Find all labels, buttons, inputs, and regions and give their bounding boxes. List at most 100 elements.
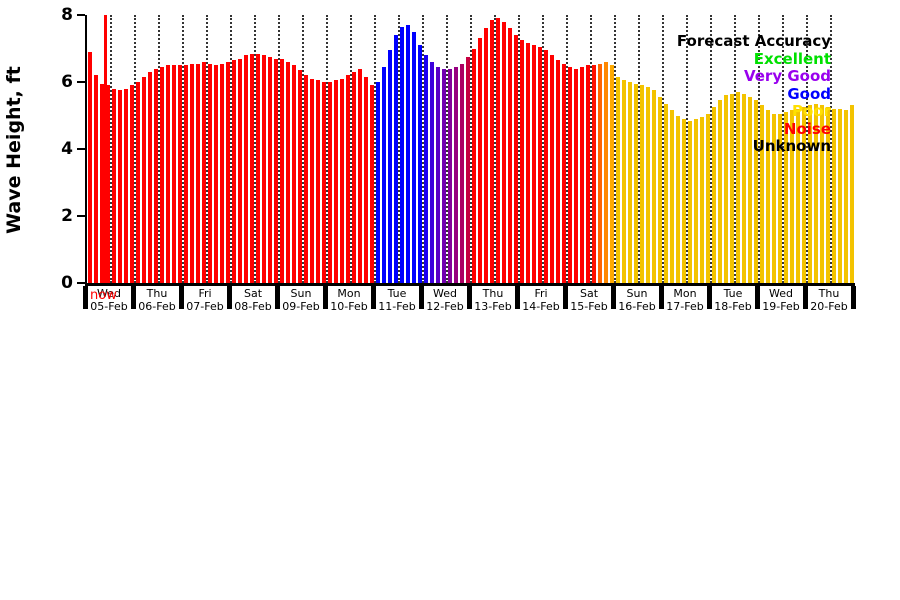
gridline — [302, 15, 304, 283]
bar — [712, 107, 716, 283]
bar — [400, 26, 404, 283]
x-label-day: Thu 13-Feb — [469, 287, 517, 313]
bar — [640, 85, 644, 283]
bar — [166, 65, 170, 283]
plot-area: Forecast Accuracy Excellent Very Good Good… — [85, 15, 855, 286]
legend-title: Forecast Accuracy — [676, 32, 831, 50]
x-tick-mark — [515, 286, 520, 309]
x-tick-mark — [83, 286, 88, 309]
x-label-dow: Sat — [579, 287, 599, 300]
bar — [220, 63, 224, 283]
y-tick-mark — [77, 215, 85, 217]
gridline — [158, 15, 160, 283]
gridline — [206, 15, 208, 283]
x-label-dow: Sun — [290, 287, 312, 300]
bar — [112, 88, 116, 283]
x-label-day: Sun 09-Feb — [277, 287, 325, 313]
bar — [226, 61, 230, 283]
bar — [364, 76, 368, 283]
x-tick-mark — [563, 286, 568, 309]
x-label-dow: Fri — [198, 287, 212, 300]
bar — [316, 80, 320, 283]
legend-item-unknown: Unknown — [752, 137, 831, 155]
bar — [568, 66, 572, 283]
x-tick-mark — [371, 286, 376, 309]
x-label-dow: Wed — [433, 287, 457, 300]
bar — [676, 115, 680, 283]
x-label-dow: Thu — [818, 287, 840, 300]
gridline — [566, 15, 568, 283]
bar — [310, 78, 314, 283]
bar — [586, 65, 590, 283]
bar — [334, 80, 338, 283]
x-label-date: 18-Feb — [714, 299, 752, 313]
bar — [580, 66, 584, 283]
bar — [814, 103, 818, 283]
x-label-date: 09-Feb — [282, 299, 320, 313]
bar — [658, 97, 662, 283]
bar — [232, 60, 236, 283]
bar — [148, 71, 152, 283]
bar — [754, 100, 758, 283]
bar — [820, 105, 824, 283]
y-axis-title: Wave Height, ft — [3, 66, 25, 234]
y-tick-label: 2 — [61, 206, 73, 226]
bar — [670, 110, 674, 283]
bar — [256, 53, 260, 283]
x-label-date: 20-Feb — [810, 299, 848, 313]
bar — [208, 63, 212, 283]
x-label-day: Sun 16-Feb — [613, 287, 661, 313]
gridline — [374, 15, 376, 283]
bar — [532, 45, 536, 283]
bar — [598, 63, 602, 283]
x-label-day: Wed 05-Feb — [85, 287, 133, 313]
x-tick-mark — [131, 286, 136, 309]
x-tick-mark — [851, 286, 856, 309]
gridline — [494, 15, 496, 283]
bar — [298, 70, 302, 283]
x-label-date: 05-Feb — [90, 299, 128, 313]
x-label-date: 10-Feb — [330, 299, 368, 313]
bar — [484, 28, 488, 283]
x-tick-mark — [323, 286, 328, 309]
gridline — [182, 15, 184, 283]
gridline — [254, 15, 256, 283]
bar — [244, 55, 248, 283]
x-label-day: Sat 08-Feb — [229, 287, 277, 313]
legend: Forecast Accuracy Excellent Very Good Good… — [676, 32, 831, 156]
bar — [760, 105, 764, 283]
x-label-dow: Wed — [97, 287, 121, 300]
bar — [250, 53, 254, 283]
legend-item-poor: Poor — [791, 102, 831, 120]
y-tick-mark — [77, 282, 85, 284]
bar — [538, 46, 542, 283]
bar — [142, 76, 146, 283]
x-tick-mark — [707, 286, 712, 309]
gridline — [710, 15, 712, 283]
bar — [436, 66, 440, 283]
x-tick-mark — [659, 286, 664, 309]
bar — [772, 113, 776, 283]
x-tick-mark — [179, 286, 184, 309]
bar — [490, 20, 494, 283]
x-label-day: Thu 20-Feb — [805, 287, 853, 313]
x-label-day: Fri 07-Feb — [181, 287, 229, 313]
gridline — [782, 15, 784, 283]
y-tick-label: 0 — [61, 273, 73, 293]
bar — [622, 80, 626, 283]
bar — [592, 65, 596, 283]
gridline — [518, 15, 520, 283]
y-tick-mark — [77, 148, 85, 150]
x-label-dow: Mon — [673, 287, 697, 300]
bar — [562, 63, 566, 283]
x-label-dow: Sun — [626, 287, 648, 300]
x-label-date: 06-Feb — [138, 299, 176, 313]
bar — [304, 75, 308, 283]
bar — [118, 90, 122, 283]
x-label-date: 12-Feb — [426, 299, 464, 313]
bar — [160, 66, 164, 283]
bar — [292, 65, 296, 283]
gridline — [110, 15, 112, 283]
bar — [616, 76, 620, 283]
